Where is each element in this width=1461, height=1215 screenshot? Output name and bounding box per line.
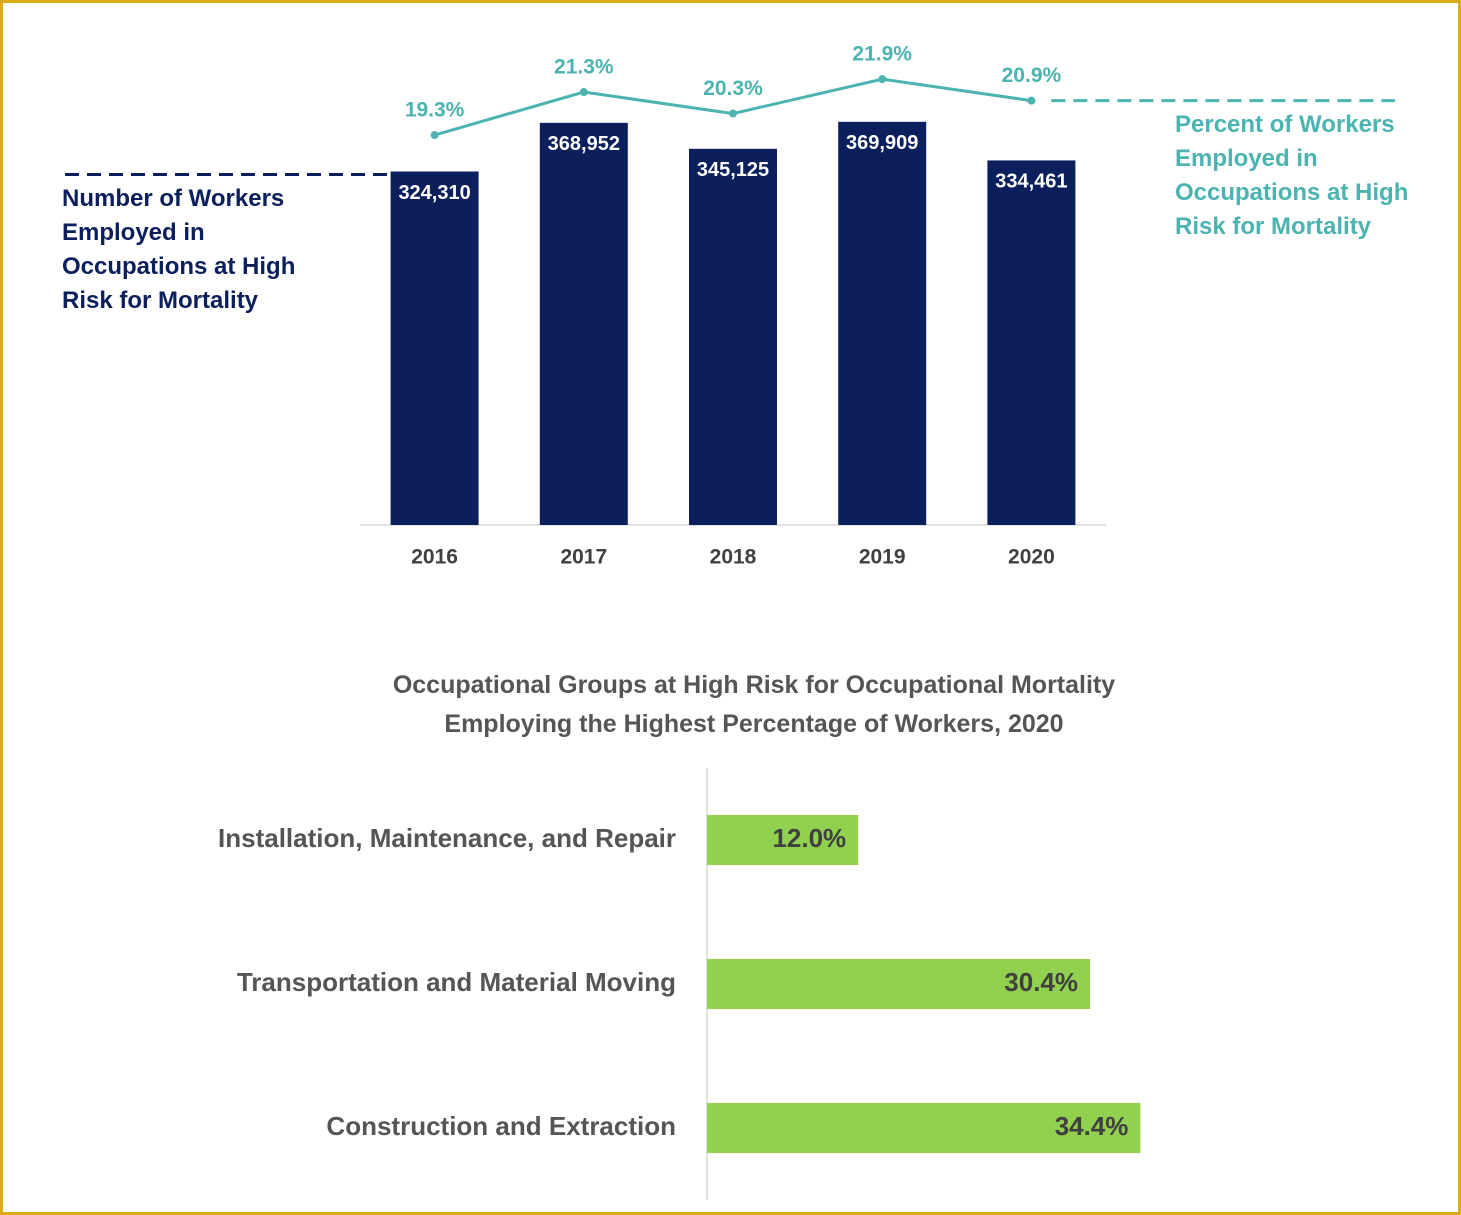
data-label: 368,952 — [548, 133, 620, 155]
bar-series-label: Number of Workers Employed in Occupation… — [62, 185, 296, 314]
bar — [838, 121, 927, 525]
x-tick-label: 2016 — [411, 546, 458, 569]
data-label: 21.9% — [852, 43, 912, 66]
x-tick-label: 2018 — [710, 546, 757, 569]
bar — [707, 1103, 1141, 1153]
bar — [987, 160, 1076, 526]
bar — [539, 122, 628, 526]
data-label: 21.3% — [554, 56, 614, 79]
chart-title: Occupational Groups at High Risk for Occ… — [392, 671, 1116, 738]
marker — [1027, 96, 1036, 105]
data-label: 30.4% — [1004, 967, 1078, 997]
y-tick-label: Transportation and Material Moving — [237, 967, 676, 997]
data-label: 12.0% — [772, 823, 846, 853]
data-label: 345,125 — [697, 159, 769, 181]
data-label: 20.9% — [1002, 64, 1062, 87]
y-tick-label: Construction and Extraction — [326, 1111, 676, 1141]
x-tick-label: 2019 — [859, 546, 906, 569]
marker — [430, 131, 439, 140]
data-label: 34.4% — [1055, 1111, 1129, 1141]
bar — [707, 815, 859, 865]
bar — [390, 171, 479, 525]
x-tick-label: 2017 — [560, 546, 607, 569]
data-label: 324,310 — [398, 182, 470, 204]
bar — [689, 148, 777, 525]
data-label: 20.3% — [703, 77, 763, 100]
marker — [729, 109, 737, 118]
line-series-label: Percent of Workers Employed in Occupatio… — [1175, 111, 1409, 240]
bar — [707, 959, 1091, 1009]
marker — [579, 88, 588, 97]
data-label: 19.3% — [405, 99, 465, 122]
y-tick-label: Installation, Maintenance, and Repair — [218, 823, 676, 853]
marker — [878, 75, 887, 84]
data-label: 369,909 — [846, 132, 918, 154]
x-tick-label: 2020 — [1008, 546, 1055, 569]
data-label: 334,461 — [995, 171, 1067, 193]
